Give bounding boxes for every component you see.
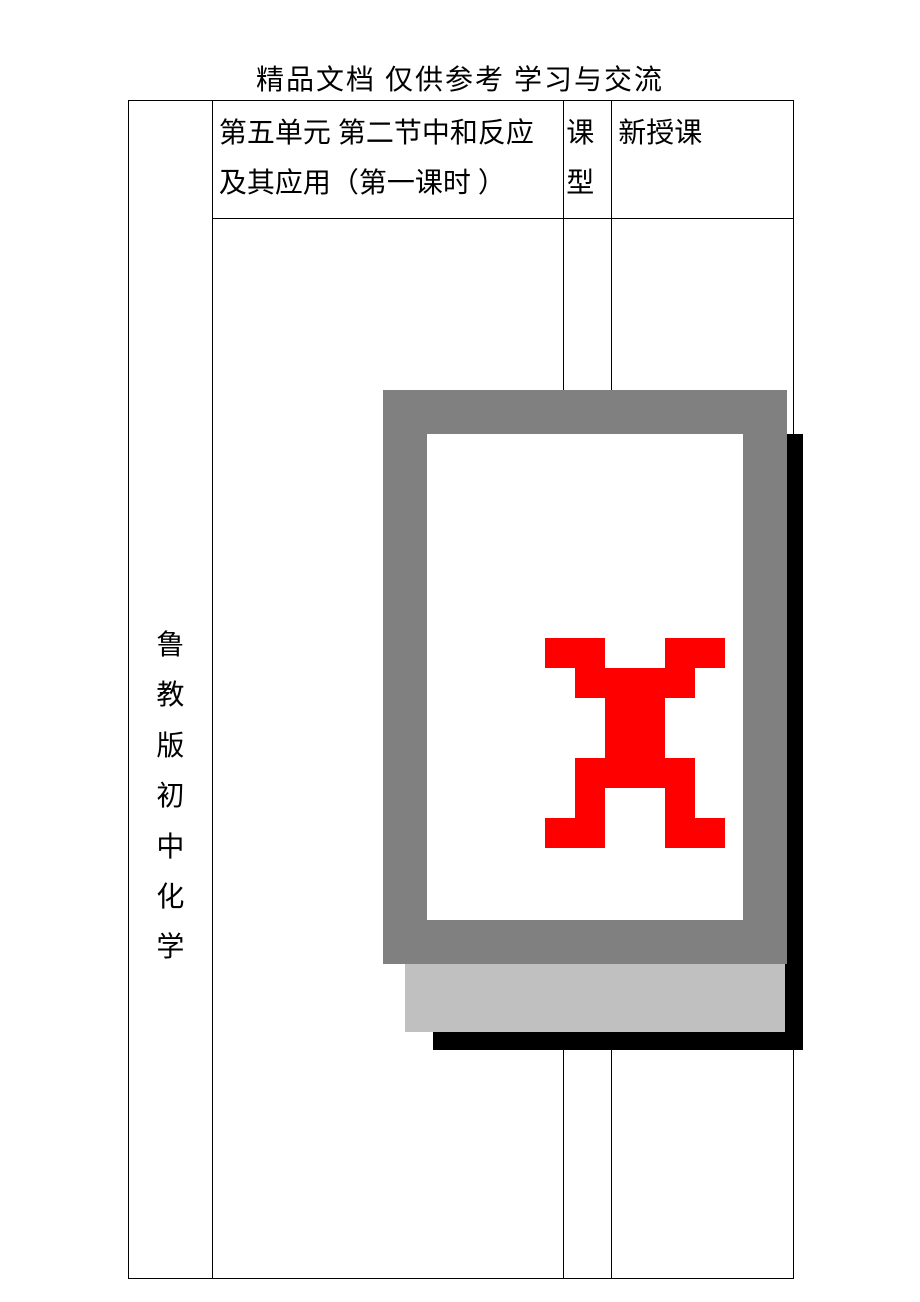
page-header: 精品文档 仅供参考 学习与交流 <box>0 0 920 98</box>
broken-image-icon <box>383 390 803 1050</box>
vt-char: 中 <box>129 823 212 873</box>
vt-char: 教 <box>129 671 212 721</box>
vt-char: 初 <box>129 772 212 822</box>
vt-char: 版 <box>129 722 212 772</box>
lesson-title-cell: 第五单元 第二节中和反应及其应用（第一课时 ） <box>212 101 563 219</box>
broken-image-x-icon <box>545 638 727 850</box>
lesson-type-label-cell: 课型 <box>564 101 612 219</box>
textbook-version-cell: 鲁 教 版 初 中 化 学 <box>129 101 213 1279</box>
vt-char: 学 <box>129 923 212 973</box>
vt-char: 鲁 <box>129 621 212 671</box>
broken-image-canvas <box>427 434 743 920</box>
lesson-type-value-cell: 新授课 <box>612 101 794 219</box>
vt-char: 化 <box>129 873 212 923</box>
